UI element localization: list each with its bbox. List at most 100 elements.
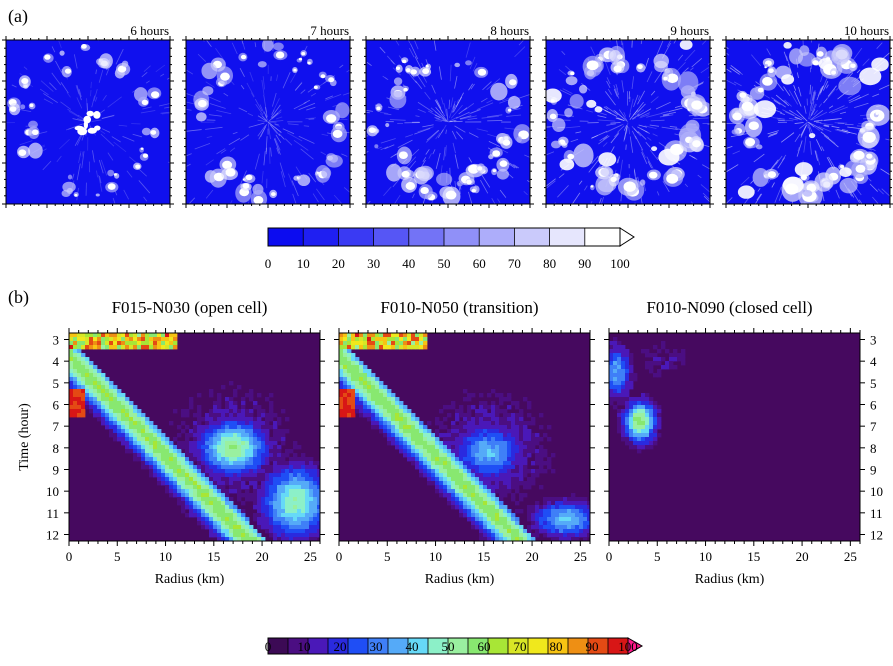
field-cell (475, 473, 480, 478)
field-cell (301, 529, 306, 534)
cloud-streak (641, 152, 648, 165)
cloud-streak (397, 139, 413, 148)
cloud-streak (239, 170, 247, 185)
field-cell (297, 521, 302, 526)
field-cell (423, 429, 428, 434)
cloud-streak (382, 75, 388, 80)
field-cell (285, 533, 290, 538)
cloud-patch (201, 62, 218, 80)
field-cell (563, 521, 568, 526)
cloud-streak (241, 224, 243, 230)
cloud-streak (808, 122, 815, 128)
cloud-streak (488, 140, 501, 147)
field-cell (575, 521, 580, 526)
field-cell (575, 525, 580, 530)
cloud-core (623, 181, 636, 192)
field-cell (423, 461, 428, 466)
field-cell (289, 517, 294, 522)
field-cell (141, 461, 146, 466)
field-cell (121, 409, 126, 414)
field-cell (455, 473, 460, 478)
field-cell (483, 493, 488, 498)
cloud-streak (638, 124, 647, 128)
field-cell (157, 473, 162, 478)
field-cell (77, 365, 82, 370)
field-cell (487, 449, 492, 454)
field-cell (531, 477, 536, 482)
cloud-core (242, 183, 250, 189)
field-cell (225, 413, 230, 418)
field-cell (133, 437, 138, 442)
field-cell (583, 525, 588, 530)
cloud-streak (726, 52, 730, 56)
field-cell (379, 405, 384, 410)
cloud-streak (463, 20, 466, 37)
field-cell (343, 393, 348, 398)
field-cell (491, 465, 496, 470)
field-cell (113, 345, 118, 350)
field-cell (387, 425, 392, 430)
field-cell (261, 493, 266, 498)
field-cell (495, 409, 500, 414)
field-cell (387, 433, 392, 438)
field-cell (495, 425, 500, 430)
field-cell (463, 473, 468, 478)
field-cell (515, 421, 520, 426)
field-cell (233, 445, 238, 450)
cloud-streak (232, 131, 238, 135)
field-cell (427, 457, 432, 462)
field-cell (515, 485, 520, 490)
field-cell (289, 489, 294, 494)
cloud-core (781, 74, 795, 85)
cloud-streak (415, 80, 423, 90)
field-cell (73, 389, 78, 394)
field-cell (343, 341, 348, 346)
field-cell (217, 525, 222, 530)
field-cell (499, 453, 504, 458)
field-cell (427, 481, 432, 486)
field-cell (379, 401, 384, 406)
field-cell (253, 461, 258, 466)
field-cell (443, 457, 448, 462)
field-cell (89, 369, 94, 374)
field-cell (173, 485, 178, 490)
cloud-streak (390, 13, 396, 23)
field-cell (547, 529, 552, 534)
field-cell (177, 457, 182, 462)
field-cell (257, 513, 262, 518)
field-cell (269, 469, 274, 474)
field-cell (443, 493, 448, 498)
field-cell (237, 477, 242, 482)
field-cell (495, 477, 500, 482)
field-cell (523, 485, 528, 490)
field-cell (237, 413, 242, 418)
cloud-streak (817, 127, 824, 132)
cloud-core (471, 188, 476, 193)
field-cell (265, 421, 270, 426)
cloud-streak (767, 178, 771, 184)
cloud-streak (826, 223, 827, 227)
cloud-streak (81, 151, 85, 169)
field-cell (217, 405, 222, 410)
field-cell (189, 497, 194, 502)
cloud-streak (90, 90, 92, 97)
field-cell (257, 393, 262, 398)
field-cell (257, 477, 262, 482)
field-cell (125, 449, 130, 454)
field-cell (277, 517, 282, 522)
field-cell (81, 369, 86, 374)
field-cell (487, 537, 492, 541)
field-cell (213, 485, 218, 490)
cloud-streak (578, 180, 583, 185)
field-cell (309, 537, 314, 541)
field-cell (407, 341, 412, 346)
field-cell (125, 417, 130, 422)
field-cell (285, 521, 290, 526)
field-cell (293, 497, 298, 502)
field-cell (289, 521, 294, 526)
field-cell (73, 365, 78, 370)
field-cell (531, 521, 536, 526)
cloud-streak (346, 69, 350, 73)
cloud-streak (438, 66, 442, 80)
